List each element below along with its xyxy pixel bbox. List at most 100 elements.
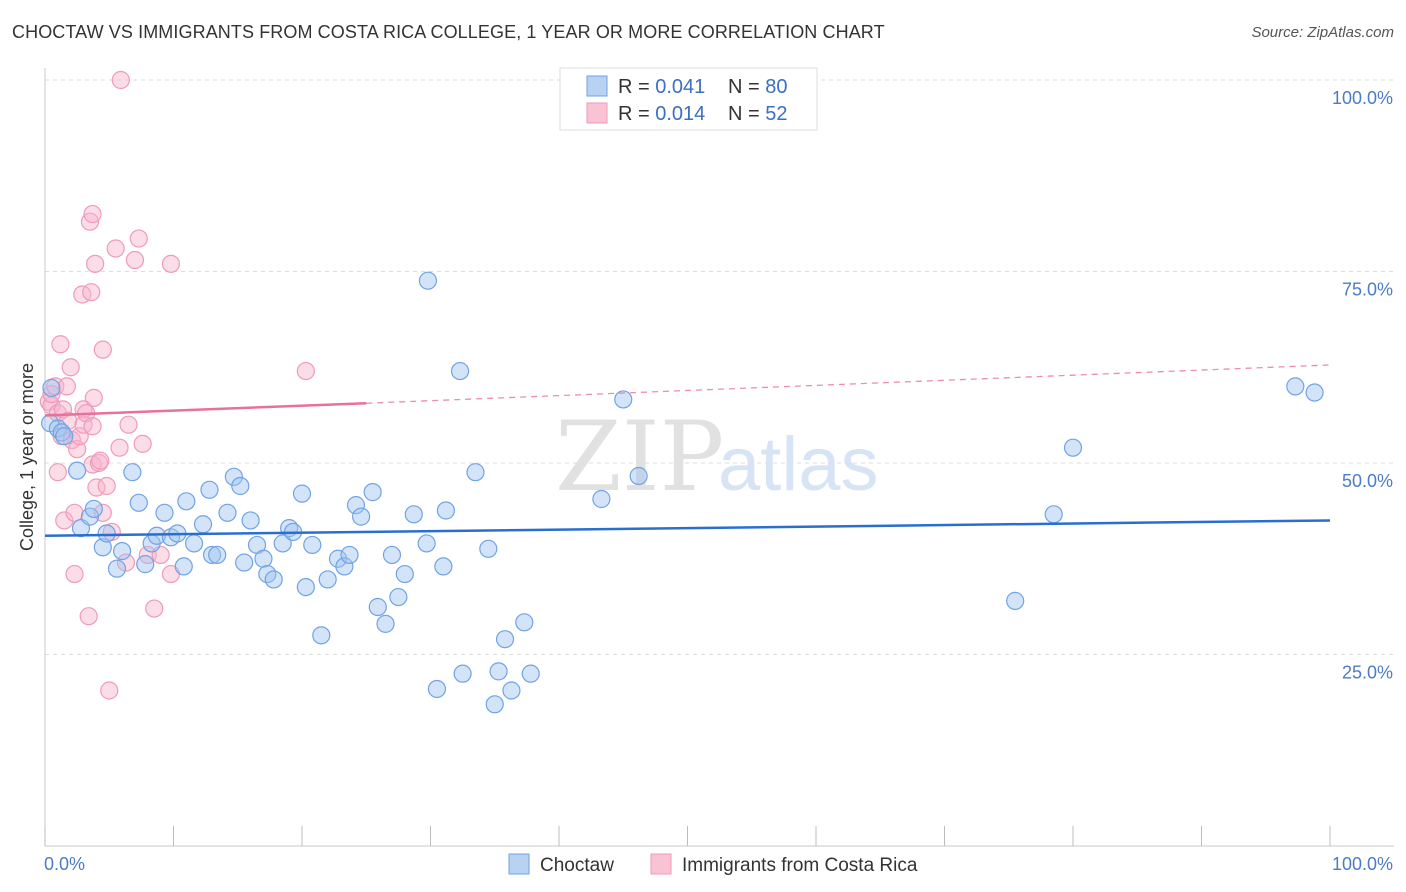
choctaw-point	[1305, 383, 1324, 402]
choctaw-point	[404, 505, 423, 524]
legend-r-label-1: R =	[618, 76, 655, 98]
choctaw-point	[241, 511, 260, 530]
costa-rica-point	[119, 415, 138, 434]
costa-rica-point	[91, 451, 110, 470]
choctaw-point	[318, 570, 337, 589]
costa-rica-point	[296, 361, 315, 381]
costa-rica-point	[74, 415, 93, 434]
choctaw-point	[389, 587, 408, 607]
costa-rica-point	[83, 417, 102, 436]
costa-rica-point	[86, 254, 105, 273]
choctaw-trend-line	[44, 519, 1331, 538]
watermark-zip: ZIP	[555, 401, 724, 513]
trend-lines	[44, 364, 1331, 538]
choctaw-point	[395, 564, 414, 584]
choctaw-point	[273, 534, 292, 553]
choctaw-point	[123, 463, 142, 482]
choctaw-point	[129, 493, 148, 512]
costa-rica-point	[133, 434, 152, 453]
y-tick-label: 50.0%	[1342, 471, 1393, 491]
y-tick-label: 100.0%	[1332, 88, 1393, 108]
watermark-atlas: atlas	[718, 422, 879, 507]
choctaw-point	[363, 483, 382, 502]
choctaw-point	[376, 614, 395, 633]
choctaw-point	[202, 545, 222, 565]
choctaw-point	[68, 461, 87, 480]
x-tick-labels: 0.0% 100.0%	[44, 854, 1393, 874]
costa-rica-point	[125, 250, 145, 270]
legend-n-value-2: 52	[765, 103, 787, 125]
legend-n-label-2: N =	[728, 103, 765, 125]
costa-rica-point	[84, 388, 103, 407]
costa-rica-point	[97, 476, 116, 496]
costa-rica-trend-line-extension	[366, 364, 1331, 404]
legend-swatch-choctaw	[586, 75, 608, 97]
choctaw-point	[502, 681, 521, 700]
choctaw-point	[254, 549, 273, 568]
choctaw-point	[629, 466, 648, 486]
choctaw-point	[200, 480, 219, 499]
choctaw-point	[515, 613, 534, 632]
y-tick-label: 75.0%	[1342, 280, 1393, 300]
choctaw-point	[427, 679, 447, 699]
x-tick-label-max: 100.0%	[1332, 854, 1393, 874]
costa-rica-point	[129, 229, 148, 248]
choctaw-point	[368, 597, 387, 617]
costa-rica-point	[106, 239, 125, 258]
costa-rica-trend-line	[44, 402, 367, 417]
costa-rica-point	[59, 411, 78, 430]
choctaw-point	[592, 489, 611, 509]
costa-rica-point	[51, 335, 70, 354]
choctaw-point	[479, 539, 498, 558]
costa-rica-point	[48, 463, 67, 482]
choctaw-point	[453, 664, 472, 683]
chart-title: CHOCTAW VS IMMIGRANTS FROM COSTA RICA CO…	[12, 22, 885, 42]
costa-rica-points	[39, 70, 315, 700]
choctaw-point	[174, 557, 193, 576]
choctaw-point	[112, 541, 132, 561]
choctaw-point	[184, 534, 204, 553]
choctaw-point	[417, 534, 436, 553]
legend-n-label-1: N =	[728, 76, 765, 98]
costa-rica-point	[55, 511, 74, 530]
choctaw-point	[97, 524, 116, 543]
costa-rica-point	[83, 204, 102, 224]
choctaw-point	[466, 463, 485, 482]
choctaw-point	[107, 559, 127, 578]
axes	[44, 68, 1394, 847]
choctaw-point	[489, 662, 508, 681]
costa-rica-point	[79, 607, 98, 626]
choctaw-point	[434, 557, 453, 576]
choctaw-point	[292, 484, 312, 503]
choctaw-point	[231, 476, 250, 496]
costa-rica-point	[116, 553, 136, 572]
choctaw-point	[340, 545, 359, 565]
choctaw-point	[1044, 505, 1063, 524]
svg-text:N = 52: N = 52	[728, 103, 788, 125]
choctaw-point	[224, 467, 243, 486]
bottom-legend-choctaw: Choctaw	[540, 855, 614, 876]
costa-rica-point	[111, 70, 130, 90]
choctaw-point	[208, 545, 227, 565]
y-tick-label: 25.0%	[1342, 663, 1393, 683]
choctaw-point	[296, 577, 315, 597]
choctaw-point	[495, 630, 515, 649]
choctaw-point	[346, 496, 366, 515]
choctaw-point	[193, 515, 213, 534]
svg-text:N = 80: N = 80	[728, 76, 788, 98]
legend: R = 0.041 N = 80 R = 0.014 N = 52	[559, 67, 818, 131]
costa-rica-point	[70, 427, 89, 446]
bottom-legend-swatch-costa-rica	[650, 853, 672, 875]
choctaw-point	[1006, 591, 1025, 610]
costa-rica-point	[57, 377, 76, 396]
legend-r-value-1: 0.041	[655, 76, 705, 98]
watermark: ZIP atlas	[555, 401, 879, 513]
choctaw-point	[136, 555, 155, 574]
costa-rica-point	[61, 358, 80, 377]
choctaw-point	[155, 503, 174, 522]
y-tick-labels: 25.0% 50.0% 75.0% 100.0%	[1332, 88, 1393, 683]
choctaw-point	[614, 390, 633, 409]
costa-rica-point	[145, 599, 164, 618]
choctaw-point	[312, 626, 331, 645]
